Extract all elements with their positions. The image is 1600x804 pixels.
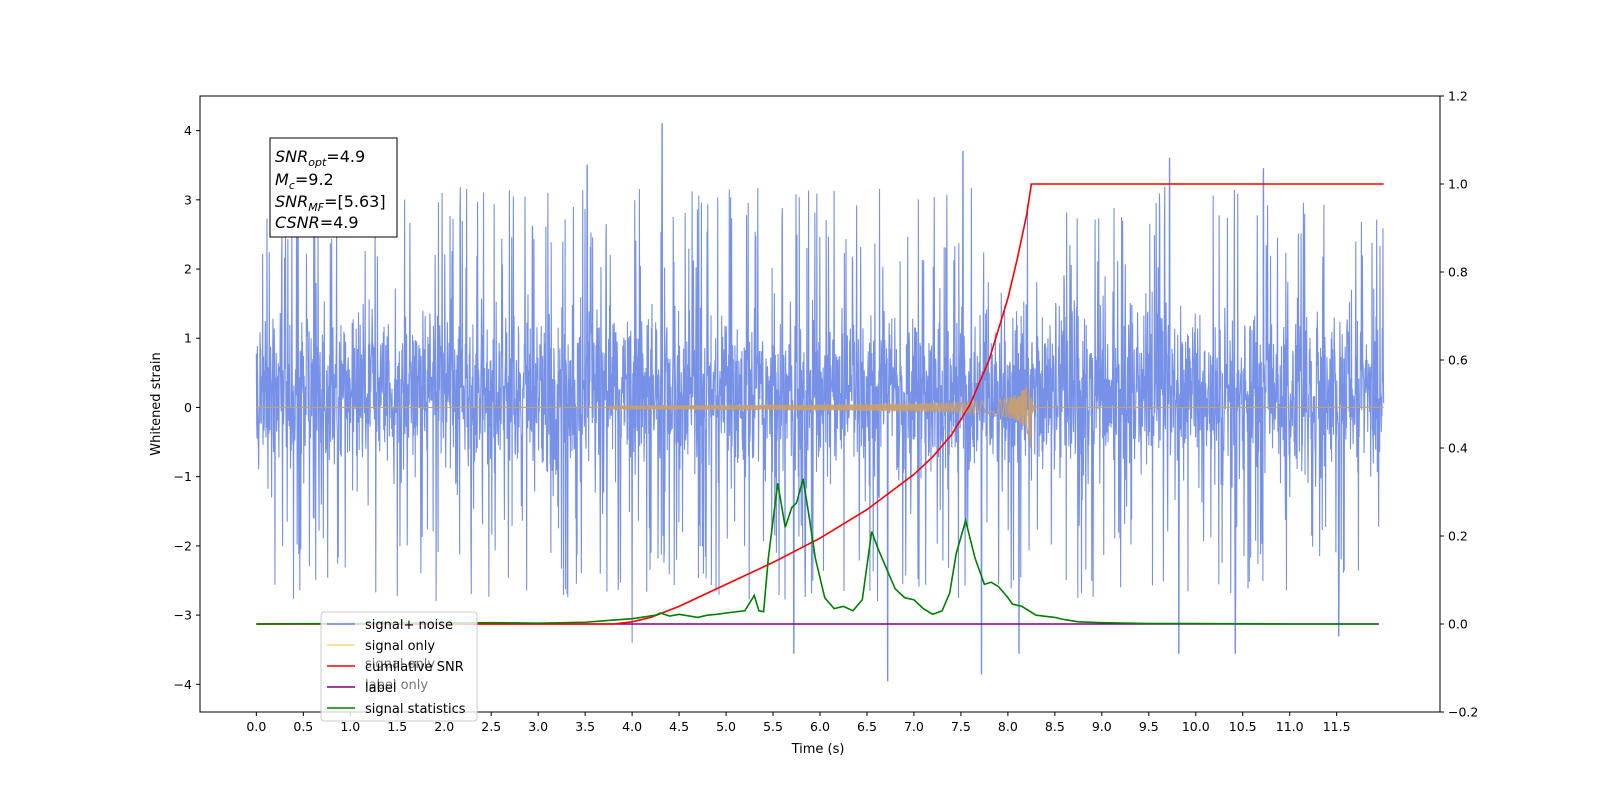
- x-tick-label: 4.5: [669, 719, 689, 734]
- series-signal-plus-noise: [255, 123, 1385, 682]
- x-tick-label: 9.0: [1092, 719, 1112, 734]
- legend-ghost-label-2: label only: [365, 678, 428, 693]
- legend-frame: [320, 611, 478, 722]
- y-right-tick-label: 0.8: [1448, 265, 1468, 280]
- x-tick-label: 0.0: [246, 719, 266, 734]
- x-axis-label: Time (s): [791, 742, 845, 757]
- info-line-chirp-mass: Mc=9.2: [275, 170, 334, 192]
- x-tick-label: 10.5: [1229, 719, 1257, 734]
- x-tick-label: 4.0: [622, 719, 642, 734]
- x-tick-label: 6.5: [857, 719, 877, 734]
- x-tick-label: 5.0: [716, 719, 736, 734]
- x-tick-label: 8.0: [998, 719, 1018, 734]
- x-tick-label: 9.5: [1139, 719, 1159, 734]
- info-line-csnr: CSNR=4.9: [275, 213, 359, 232]
- x-tick-label: 5.5: [763, 719, 783, 734]
- x-tick-label: 1.5: [387, 719, 407, 734]
- y-left-tick-label: −4: [174, 677, 192, 692]
- legend-label-cumulative-snr: cumilative SNR: [365, 660, 464, 675]
- y-right-tick-label: 0.4: [1448, 441, 1468, 456]
- x-tick-label: 7.0: [904, 719, 924, 734]
- series-signal-only: [256, 384, 1384, 449]
- x-tick-label: 0.5: [293, 719, 313, 734]
- y-left-tick-label: −1: [174, 469, 192, 484]
- x-tick-label: 11.5: [1323, 719, 1351, 734]
- y-right-tick-label: 0.0: [1448, 617, 1468, 632]
- x-tick-label: 1.0: [340, 719, 360, 734]
- x-tick-label: 2.0: [434, 719, 454, 734]
- x-tick-label: 2.5: [481, 719, 501, 734]
- info-box-frame: [269, 137, 398, 238]
- legend-label-label: label: [365, 681, 396, 696]
- x-axis: 0.0 0.5 1.0 1.5 2.0 2.5 3.0 3.5 4.0 4.5 5.0 5.5 6.0 6…: [246, 712, 1351, 734]
- y-left-tick-label: 0: [184, 400, 192, 415]
- x-tick-label: 3.0: [528, 719, 548, 734]
- y-left-tick-label: 2: [184, 262, 192, 277]
- y-right-tick-label: 1.2: [1448, 89, 1468, 104]
- y-left-tick-label: 1: [184, 331, 192, 346]
- series-signal-statistics: [256, 478, 1379, 625]
- y-left-tick-label: −2: [174, 538, 192, 553]
- y-right-tick-label: 1.0: [1448, 177, 1468, 192]
- info-line-snr-mf: SNRMF=[5.63]: [275, 192, 386, 214]
- legend-label-signal-noise: signal+ noise: [365, 618, 453, 633]
- x-tick-label: 7.5: [951, 719, 971, 734]
- legend: signal only label only signal+ noise sig…: [320, 611, 478, 722]
- info-line-snr-opt: SNRopt=4.9: [275, 147, 365, 169]
- legend-label-signal-only: signal only: [365, 639, 435, 654]
- x-tick-label: 11.0: [1276, 719, 1304, 734]
- y-left-tick-label: −3: [174, 608, 192, 623]
- x-tick-label: 8.5: [1045, 719, 1065, 734]
- y-axis-label: Whitened strain: [149, 352, 164, 455]
- y-left-tick-label: 3: [184, 192, 192, 207]
- x-tick-label: 3.5: [575, 719, 595, 734]
- x-tick-label: 10.0: [1182, 719, 1210, 734]
- y-right-tick-label: 0.6: [1448, 353, 1468, 368]
- y-axis-left: −4 −3 −2 −1 0 1 2 3 4: [174, 123, 200, 692]
- y-right-tick-label: 0.2: [1448, 529, 1468, 544]
- y-right-tick-label: −0.2: [1448, 705, 1478, 720]
- legend-label-signal-statistics: signal statistics: [365, 702, 466, 717]
- info-box: SNRopt=4.9 Mc=9.2 SNRMF=[5.63] CSNR=4.9: [269, 137, 398, 238]
- series-cumulative-snr: [256, 183, 1384, 625]
- y-left-tick-label: 4: [184, 123, 192, 138]
- y-axis-right: −0.2 0.0 0.2 0.4 0.6 0.8 1.0 1.2: [1440, 89, 1478, 720]
- x-tick-label: 6.0: [810, 719, 830, 734]
- legend-ghost-label-1: signal only: [365, 657, 435, 672]
